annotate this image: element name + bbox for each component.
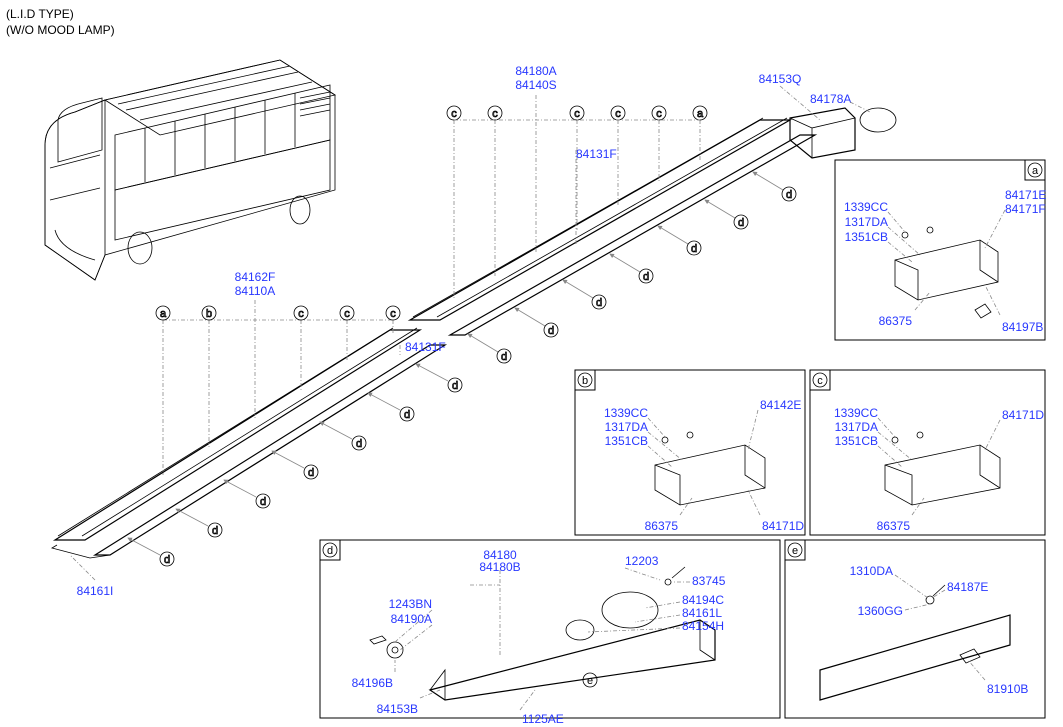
lbl-a-1339CC[interactable]: 1339CC [844,200,888,214]
lbl-a-84171F[interactable]: 84171F [1005,202,1046,216]
detail-a: a 1339CC 1317DA 1351CB 84171E 84171F 863… [835,160,1046,340]
lbl-c-1317DA[interactable]: 1317DA [835,420,878,434]
d-arrows-rear: d d d d d d d [468,172,796,363]
lbl-84178A[interactable]: 84178A [810,92,851,106]
lbl-d-1243BN[interactable]: 1243BN [389,597,432,611]
svg-text:b: b [206,308,212,320]
svg-text:a: a [160,308,167,320]
svg-text:d: d [501,351,507,363]
lbl-d-84196B[interactable]: 84196B [352,676,393,690]
lbl-b-86375[interactable]: 86375 [645,519,679,533]
svg-text:c: c [492,108,498,120]
lbl-e-84187E[interactable]: 84187E [947,580,988,594]
lbl-d-84190A[interactable]: 84190A [391,612,432,626]
d-arrows-front: d d d d d d d [128,364,462,566]
svg-text:c: c [574,108,580,120]
lbl-b-84171D[interactable]: 84171D [762,519,804,533]
svg-text:c: c [298,308,304,320]
lbl-a-84171E[interactable]: 84171E [1005,188,1046,202]
svg-text:e: e [792,545,798,557]
lbl-b-1317DA[interactable]: 1317DA [605,420,648,434]
svg-text:d: d [596,297,602,309]
lbl-a-86375[interactable]: 86375 [879,314,913,328]
detail-e: e 1310DA 84187E 1360GG 81910B [785,540,1045,718]
header-line-1: (L.I.D TYPE) [6,7,74,21]
svg-text:d: d [691,243,697,255]
lbl-b-1339CC[interactable]: 1339CC [604,406,648,420]
lbl-c-86375[interactable]: 86375 [877,519,911,533]
svg-text:e: e [587,675,593,687]
svg-text:d: d [164,554,170,566]
lbl-e-81910B[interactable]: 81910B [987,682,1028,696]
lbl-d-12203[interactable]: 12203 [625,554,659,568]
svg-text:d: d [260,496,266,508]
header-line-2: (W/O MOOD LAMP) [6,23,115,37]
svg-text:c: c [615,108,621,120]
lbl-84110A[interactable]: 84110A [235,284,275,298]
lbl-c-1339CC[interactable]: 1339CC [834,406,878,420]
svg-text:d: d [327,545,333,557]
ptr-84161I [70,555,95,580]
svg-text:d: d [786,189,792,201]
lbl-84131F-l[interactable]: 84131F [405,340,446,354]
svg-text:d: d [452,380,458,392]
lbl-e-1310DA[interactable]: 1310DA [850,564,893,578]
lbl-b-1351CB[interactable]: 1351CB [605,434,648,448]
lbl-d-84154H[interactable]: 84154H [682,619,724,633]
svg-text:d: d [308,467,314,479]
lbl-a-1317DA[interactable]: 1317DA [845,215,888,229]
bus-sketch [45,60,335,280]
lbl-d-83745[interactable]: 83745 [692,574,726,588]
detail-c: c 1339CC 1317DA 1351CB 84171D 86375 [810,370,1045,535]
lbl-e-1360GG[interactable]: 1360GG [858,604,903,618]
lbl-84161I[interactable]: 84161I [77,584,114,598]
svg-text:d: d [548,325,554,337]
lbl-84131F-r[interactable]: 84131F [576,147,617,161]
top-leaders: c c c c c a [447,95,707,300]
lbl-c-84171D[interactable]: 84171D [1002,408,1044,422]
svg-text:d: d [356,438,362,450]
svg-text:c: c [817,375,823,387]
svg-text:c: c [390,308,396,320]
svg-text:a: a [1032,165,1039,177]
svg-text:d: d [404,409,410,421]
lbl-84180A[interactable]: 84180A [515,64,556,78]
lbl-d-84161L[interactable]: 84161L [682,606,722,620]
detail-d: d e 84180 84180B 1243BN 84190A 12203 837… [320,540,780,726]
svg-text:d: d [212,525,218,537]
lbl-b-84142E[interactable]: 84142E [760,398,801,412]
svg-text:b: b [582,375,588,387]
svg-text:c: c [344,308,350,320]
svg-text:c: c [656,108,662,120]
svg-text:a: a [697,108,704,120]
svg-text:d: d [643,271,649,283]
lbl-84162F[interactable]: 84162F [235,270,276,284]
lbl-a-84197B[interactable]: 84197B [1002,320,1043,334]
svg-text:d: d [738,217,744,229]
lbl-d-84153B[interactable]: 84153B [377,702,418,716]
svg-text:c: c [451,108,457,120]
lbl-c-1351CB[interactable]: 1351CB [835,434,878,448]
lbl-d-84194C[interactable]: 84194C [682,593,724,607]
lbl-d-1125AE[interactable]: 1125AE [522,712,564,726]
lbl-a-1351CB[interactable]: 1351CB [845,230,888,244]
detail-b: b 1339CC 1317DA 1351CB 84142E 86375 8417… [575,370,805,535]
lbl-d-84180B[interactable]: 84180B [479,560,520,574]
lbl-84140S[interactable]: 84140S [515,78,556,92]
lbl-84153Q[interactable]: 84153Q [759,72,802,86]
